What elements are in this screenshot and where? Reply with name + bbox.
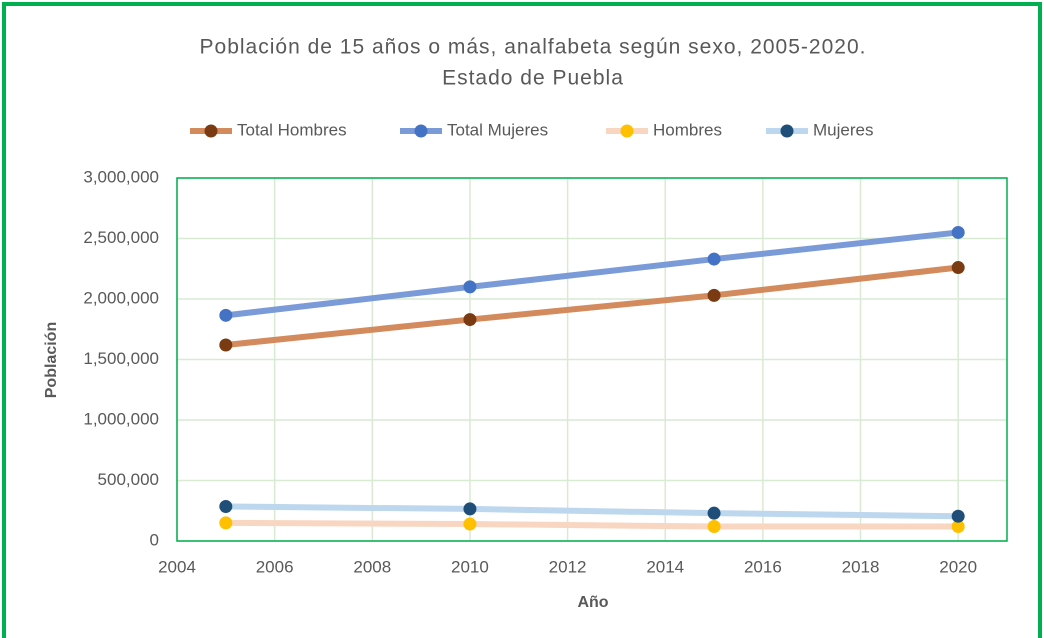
data-point — [951, 225, 965, 239]
data-point — [463, 313, 477, 327]
y-tick-label: 1,500,000 — [83, 349, 159, 368]
data-point — [463, 502, 477, 516]
series-line — [225, 519, 959, 530]
x-tick-label: 2004 — [158, 557, 196, 576]
data-point — [219, 516, 233, 530]
x-tick-label: 2020 — [939, 557, 977, 576]
legend-label: Total Hombres — [237, 120, 347, 139]
data-point — [707, 506, 721, 520]
legend-marker — [204, 124, 218, 138]
series-line — [225, 264, 959, 348]
data-point — [707, 252, 721, 266]
x-tick-label: 2018 — [842, 557, 880, 576]
y-tick-label: 0 — [150, 530, 159, 549]
x-tick-label: 2016 — [744, 557, 782, 576]
data-point — [951, 509, 965, 523]
data-point — [219, 338, 233, 352]
chart-title: Población de 15 años o más, analfabeta s… — [200, 36, 867, 59]
data-point — [951, 261, 965, 275]
legend-label: Hombres — [653, 120, 722, 139]
data-point — [707, 519, 721, 533]
y-axis-title: Población — [43, 322, 60, 398]
y-tick-label: 3,000,000 — [83, 167, 159, 186]
data-point — [463, 280, 477, 294]
series-line — [225, 503, 959, 520]
legend-label: Total Mujeres — [447, 120, 548, 139]
legend-marker — [414, 124, 428, 138]
data-point — [219, 500, 233, 514]
data-point — [219, 308, 233, 322]
y-tick-label: 1,000,000 — [83, 409, 159, 428]
series-line — [225, 229, 959, 319]
plot-border — [176, 177, 1008, 542]
y-tick-label: 2,000,000 — [83, 288, 159, 307]
data-point — [707, 288, 721, 302]
x-tick-label: 2012 — [549, 557, 587, 576]
x-tick-label: 2010 — [451, 557, 489, 576]
legend-marker — [620, 124, 634, 138]
y-tick-label: 2,500,000 — [83, 228, 159, 247]
x-tick-label: 2014 — [646, 557, 684, 576]
x-axis-title: Año — [577, 594, 608, 611]
y-tick-label: 500,000 — [98, 470, 159, 489]
legend-label: Mujeres — [813, 120, 873, 139]
x-tick-label: 2006 — [256, 557, 294, 576]
chart-title: Estado de Puebla — [442, 67, 624, 90]
data-point — [951, 519, 965, 533]
data-point — [463, 517, 477, 531]
x-tick-label: 2008 — [353, 557, 391, 576]
legend-marker — [780, 124, 794, 138]
